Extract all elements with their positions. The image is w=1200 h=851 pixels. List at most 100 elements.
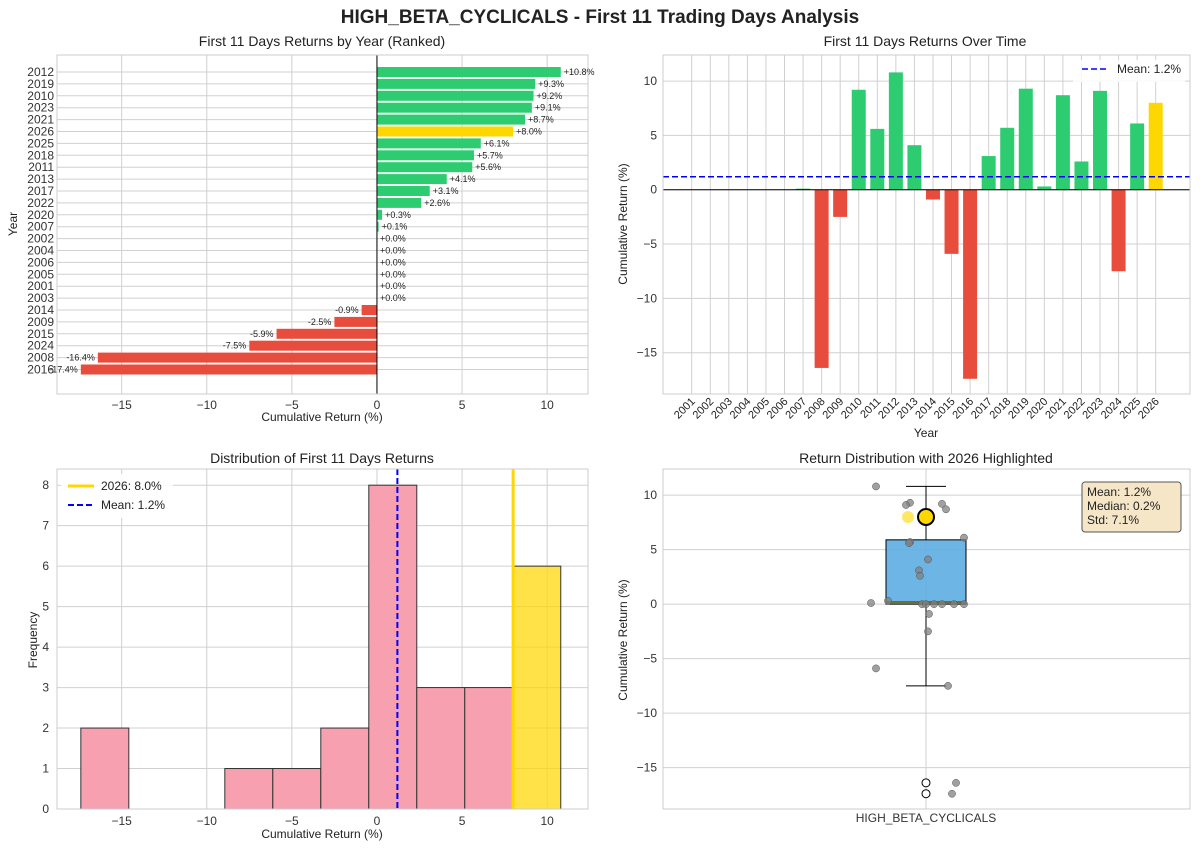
histogram-bar	[320, 727, 370, 810]
timeline-y-tick-label: 5	[650, 128, 657, 142]
ranked-x-tick-label: 5	[459, 398, 466, 412]
histogram-chart-title: Distribution of First 11 Days Returns	[210, 450, 434, 466]
boxplot-jitter-point	[925, 610, 933, 618]
ranked-y-tick-label: 2004	[27, 244, 54, 258]
histogram-x-tick-label: −5	[285, 814, 299, 828]
histogram-bar	[416, 687, 466, 810]
histogram-y-tick-label: 4	[42, 640, 49, 654]
ranked-data-label: +0.0%	[380, 257, 406, 267]
panel-histogram: Distribution of First 11 Days Returns −1…	[26, 450, 589, 841]
boxplot-2026-marker	[917, 507, 935, 526]
histogram-y-tick-label: 8	[42, 478, 49, 492]
timeline-y-tick-label: −5	[643, 237, 657, 251]
histogram-legend-mean-label: Mean: 1.2%	[101, 498, 165, 512]
ranked-y-tick-label: 2003	[27, 291, 54, 305]
ranked-bar	[376, 102, 532, 113]
timeline-plot-frame	[662, 54, 1191, 395]
ranked-bar	[376, 114, 526, 125]
ranked-data-label: +9.2%	[537, 91, 563, 101]
ranked-data-label: +4.1%	[450, 174, 476, 184]
ranked-bar	[376, 221, 379, 232]
histogram-y-tick-label: 3	[42, 681, 49, 695]
histogram-y-axis-label: Frequency	[26, 612, 40, 669]
ranked-y-tick-label: 2024	[27, 339, 54, 353]
ranked-data-label: +5.6%	[475, 162, 501, 172]
ranked-x-tick-label: 10	[540, 398, 554, 412]
ranked-bar	[276, 328, 377, 339]
ranked-y-tick-label: 2017	[27, 184, 54, 198]
boxplot-jitter-point	[938, 500, 946, 508]
panel-ranked-returns: First 11 Days Returns by Year (Ranked) −…	[6, 33, 595, 424]
histogram-bar	[368, 484, 418, 810]
boxplot-jitter-point	[944, 682, 952, 690]
ranked-bar	[376, 150, 474, 161]
ranked-data-label: -5.9%	[250, 329, 274, 339]
ranked-y-tick-label: 2007	[27, 220, 54, 234]
ranked-data-label: -16.4%	[66, 353, 95, 363]
boxplot-jitter-point	[872, 664, 880, 673]
ranked-data-label: +10.8%	[564, 67, 595, 77]
timeline-bar	[888, 72, 903, 190]
ranked-y-tick-label: 2014	[27, 303, 54, 317]
boxplot-jitter-point	[905, 539, 913, 547]
boxplot-y-tick-label: 5	[650, 543, 657, 557]
histogram-x-tick-label: −10	[197, 814, 218, 828]
boxplot-2026-jitter-point	[902, 510, 914, 523]
histogram-x-tick-label: 5	[459, 814, 466, 828]
timeline-y-tick-label: 0	[650, 183, 657, 197]
timeline-legend: Mean: 1.2%	[1073, 60, 1185, 82]
histogram-x-tick-label: 10	[540, 814, 554, 828]
timeline-bar	[1055, 95, 1070, 190]
boxplot-stats-std: Std: 7.1%	[1087, 513, 1139, 527]
ranked-data-label: +6.1%	[484, 138, 510, 148]
boxplot-y-tick-label: −15	[637, 761, 658, 775]
histogram-plot-frame	[56, 468, 589, 810]
timeline-bar	[1074, 161, 1089, 190]
ranked-bar	[376, 126, 514, 137]
ranked-y-tick-label: 2026	[27, 125, 54, 139]
timeline-bar	[870, 128, 885, 190]
boxplot-jitter-point	[938, 600, 946, 608]
ranked-data-label: -0.9%	[335, 305, 359, 315]
ranked-data-label: +0.1%	[382, 222, 408, 232]
timeline-bar	[907, 145, 922, 190]
ranked-bar	[376, 186, 430, 196]
ranked-y-tick-label: 2009	[27, 315, 54, 329]
ranked-data-label: +0.0%	[380, 281, 406, 291]
ranked-bar	[376, 67, 561, 77]
histogram-legend-2026-label: 2026: 8.0%	[101, 479, 162, 493]
ranked-y-tick-label: 2001	[27, 279, 54, 293]
boxplot-jitter-point	[942, 505, 950, 514]
boxplot-y-tick-label: −5	[643, 652, 657, 666]
ranked-data-label: +9.3%	[538, 79, 564, 89]
boxplot-x-tick-label: HIGH_BETA_CYCLICALS	[856, 811, 997, 825]
boxplot-jitter-point	[924, 555, 932, 564]
ranked-data-label: -7.5%	[223, 341, 247, 351]
ranked-data-label: +5.7%	[477, 150, 503, 160]
timeline-bar	[1148, 102, 1163, 190]
panel-returns-over-time: First 11 Days Returns Over Time −15 −10 −5…	[616, 33, 1191, 440]
ranked-bar	[97, 352, 377, 363]
boxplot-stats-mean: Mean: 1.2%	[1087, 485, 1151, 499]
timeline-legend-mean-label: Mean: 1.2%	[1117, 62, 1181, 76]
ranked-plot-frame	[56, 54, 589, 395]
ranked-chart-title: First 11 Days Returns by Year (Ranked)	[199, 33, 445, 49]
boxplot-jitter-point	[930, 600, 938, 608]
boxplot-plot-frame	[662, 468, 1191, 810]
ranked-bar	[334, 316, 377, 327]
ranked-data-label: +3.1%	[433, 186, 459, 196]
boxplot-y-axis-label: Cumulative Return (%)	[616, 579, 630, 700]
histogram-bar	[464, 687, 514, 810]
ranked-y-tick-label: 2010	[27, 89, 54, 103]
boxplot-jitter-point	[924, 627, 932, 636]
ranked-bar	[376, 90, 534, 101]
timeline-y-axis-label: Cumulative Return (%)	[616, 163, 630, 284]
timeline-y-tick-label: −10	[637, 291, 658, 305]
ranked-bar	[376, 78, 536, 89]
ranked-y-tick-label: 2018	[27, 148, 54, 162]
ranked-x-tick-label: −5	[285, 398, 299, 412]
ranked-bar	[376, 138, 481, 149]
ranked-y-axis-label: Year	[6, 212, 20, 236]
timeline-y-tick-label: 10	[644, 74, 658, 88]
